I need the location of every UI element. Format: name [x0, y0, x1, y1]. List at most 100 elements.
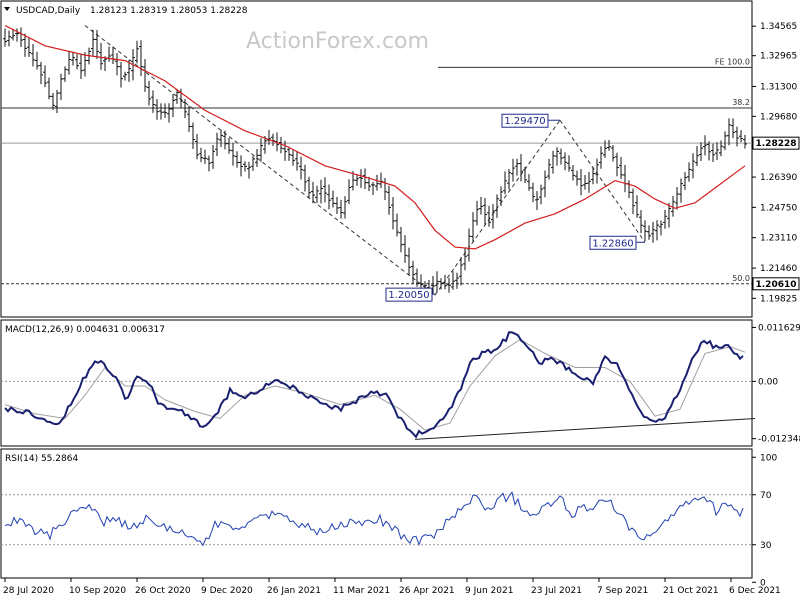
x-tick-label: 7 Sep 2021: [597, 586, 648, 596]
ohlc-bar: [691, 153, 695, 179]
ohlc-bar: [347, 179, 351, 204]
ohlc-bar: [399, 226, 403, 253]
ohlc-bar: [459, 257, 463, 286]
ohlc-bar: [695, 146, 699, 167]
ohlc-bar: [379, 172, 383, 189]
ohlc-bar: [291, 150, 295, 166]
ohlc-bar: [247, 161, 251, 179]
ohlc-bar: [447, 277, 451, 293]
ohlc-bar: [655, 220, 659, 241]
ohlc-bar: [495, 194, 499, 218]
ohlc-bar: [311, 181, 315, 204]
ohlc-bar: [659, 220, 663, 236]
ohlc-bar: [55, 89, 59, 114]
ohlc-bar: [35, 51, 39, 70]
ohlc-bar: [431, 275, 435, 295]
ohlc-bar: [139, 40, 143, 76]
price-tick-label: 1.21460: [760, 264, 797, 274]
ohlc-bar: [671, 195, 675, 217]
ohlc-bar: [415, 268, 419, 287]
macd-title: MACD(12,26,9) 0.004631 0.006317: [5, 325, 165, 335]
ohlc-bar: [327, 184, 331, 210]
ohlc-bar: [487, 205, 491, 227]
ohlc-bar: [115, 53, 119, 76]
price-annotation: 1.22860: [589, 235, 645, 250]
trend-line: [84, 25, 436, 296]
x-tick-label: 9 Jun 2021: [465, 586, 513, 596]
ohlc-bar: [583, 175, 587, 190]
moving-average-line: [4, 24, 746, 250]
ohlc-bar: [155, 99, 159, 120]
ohlc-bar: [579, 168, 583, 196]
ohlc-bar: [675, 187, 679, 210]
ohlc-bar: [335, 196, 339, 214]
price-annotation-label: 1.20050: [388, 290, 429, 301]
ohlc-bar: [607, 140, 611, 151]
ohlc-bar: [407, 247, 411, 276]
ohlc-bar: [679, 178, 683, 203]
ohlc-bar: [543, 170, 547, 198]
x-tick-label: 11 Mar 2021: [333, 586, 390, 596]
ohlc-bar: [147, 80, 151, 106]
dropdown-triangle-icon[interactable]: [4, 7, 10, 11]
ohlc-bar: [687, 162, 691, 182]
ohlc-bar: [71, 51, 75, 66]
ohlc-bar: [83, 52, 87, 77]
x-tick-label: 23 Jul 2021: [531, 586, 582, 596]
macd-trend-line: [414, 417, 756, 440]
ohlc-bar: [599, 146, 603, 169]
ohlc-bar: [383, 178, 387, 201]
ohlc-bar: [395, 213, 399, 237]
ohlc-bar: [743, 134, 747, 149]
ohlc-bar: [723, 131, 727, 151]
rsi-tick-label: 70: [760, 491, 772, 501]
ohlc-bar: [323, 177, 327, 203]
price-panel: 1.34565 1.32965 1.31300 1.29680 1.26390 1.247…: [1, 22, 800, 304]
price-tick-label: 1.26390: [760, 173, 797, 183]
ohlc-bar: [355, 175, 359, 186]
ohlc-bar: [215, 132, 219, 157]
ohlc-bar: [283, 140, 287, 161]
ohlc-bar: [403, 235, 407, 263]
rsi-tick-label: 30: [760, 541, 772, 551]
ohlc-bar: [163, 103, 167, 118]
price-annotation-label: 1.22860: [592, 238, 633, 249]
ohlc-bar: [463, 247, 467, 271]
ohlc-bar: [123, 71, 127, 81]
ohlc-bar: [219, 129, 223, 148]
ohlc-bar: [103, 56, 107, 71]
rsi-panel-frame: [0, 448, 753, 579]
price-annotation-label: 1.29470: [504, 116, 545, 127]
ohlc-bar: [235, 151, 239, 168]
price-panel-frame: [0, 0, 753, 318]
ohlc-bar: [571, 164, 575, 181]
rsi-line: [4, 491, 744, 547]
ohlc-bar: [315, 185, 319, 203]
ohlc-bar: [391, 197, 395, 230]
ohlc-bar: [295, 150, 299, 171]
ohlc-bar: [527, 174, 531, 191]
ohlc-bar: [255, 149, 259, 167]
ohlc-bar: [451, 271, 455, 290]
price-tick-label: 1.34565: [760, 22, 797, 32]
ohlc-bar: [455, 272, 459, 289]
ohlc-bar: [359, 169, 363, 188]
price-tick-label: 1.32965: [760, 52, 797, 62]
ohlc-bar: [19, 27, 23, 48]
ohlc-bar: [119, 62, 123, 88]
ohlc-bar: [299, 156, 303, 180]
ohlc-bar: [539, 184, 543, 205]
ohlc-bar: [435, 271, 439, 293]
ohlc-bar: [411, 260, 415, 284]
ohlc-bar: [111, 46, 115, 64]
ohlc-bar: [647, 225, 651, 240]
ohlc-bar: [67, 51, 71, 75]
price-tick-label: 1.31300: [760, 82, 797, 92]
ohlc-bar: [563, 152, 567, 171]
ohlc-bar: [143, 58, 147, 92]
ohlc-bar: [3, 28, 7, 47]
ohlc-bar: [479, 196, 483, 215]
ohlc-bar: [707, 141, 711, 161]
ohlc-bar: [643, 220, 647, 241]
rsi-tick-label: 100: [760, 453, 777, 463]
